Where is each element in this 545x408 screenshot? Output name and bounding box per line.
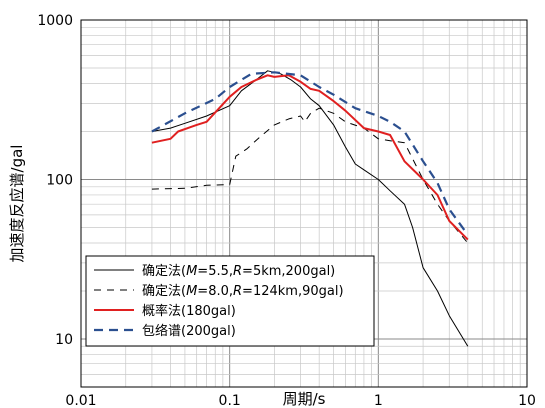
series-line-1 [151, 70, 469, 347]
x-tick-label: 0.1 [219, 393, 241, 408]
y-tick-label: 1000 [37, 13, 73, 29]
legend-box [85, 255, 375, 347]
y-tick-label: 100 [46, 172, 73, 188]
plot-frame [80, 19, 528, 388]
series-line-4 [151, 71, 469, 236]
y-tick-label: 10 [55, 332, 73, 348]
y-axis-label: 加速度反应谱/gal [8, 145, 26, 263]
x-axis-label: 周期/s [283, 390, 326, 408]
series-line-2 [151, 107, 469, 244]
y-tick-labels: 10 100 1000 [37, 13, 73, 348]
legend-label-3: 概率法(180gal) [142, 303, 236, 319]
legend-label-2: 确定法(M=8.0,R=124km,90gal) [142, 284, 344, 299]
legend-label-4: 包络谱(200gal) [142, 323, 236, 339]
x-tick-label: 0.01 [65, 393, 96, 408]
legend-label-1: 确定法(M=5.5,R=5km,200gal) [142, 264, 335, 279]
x-tick-label: 10 [518, 393, 536, 408]
x-tick-label: 1 [374, 393, 383, 408]
series-line-3 [151, 74, 469, 241]
legend: 确定法(M=5.5,R=5km,200gal) 确定法(M=8.0,R=124km… [85, 255, 375, 347]
x-tick-labels: 0.01 0.1 1 10 [65, 393, 536, 408]
series-lines [151, 70, 469, 347]
